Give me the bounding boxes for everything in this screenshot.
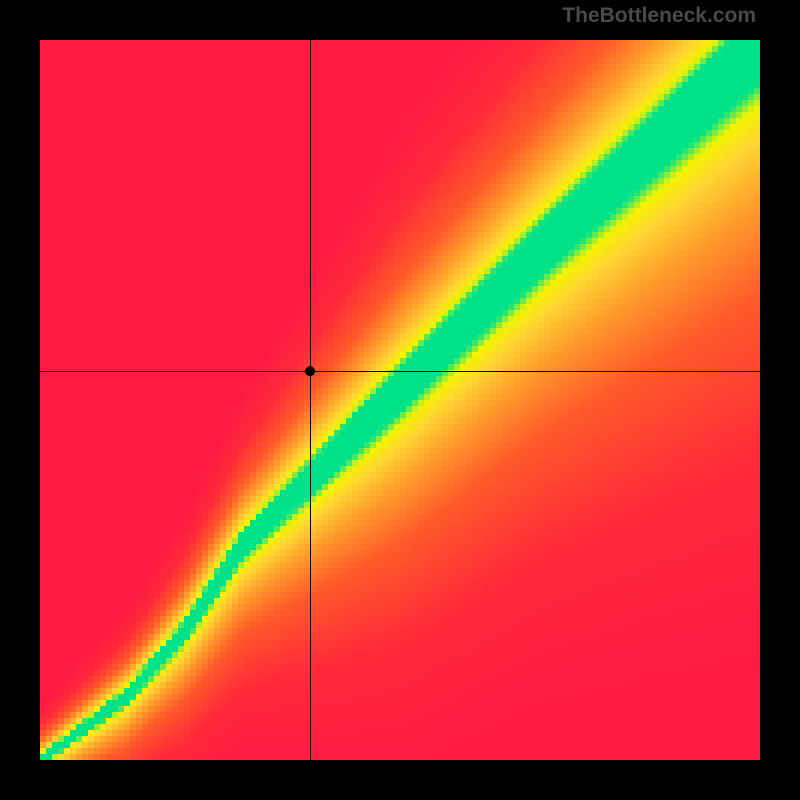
attribution-text: TheBottleneck.com (562, 4, 756, 28)
bottleneck-heatmap (40, 40, 760, 760)
